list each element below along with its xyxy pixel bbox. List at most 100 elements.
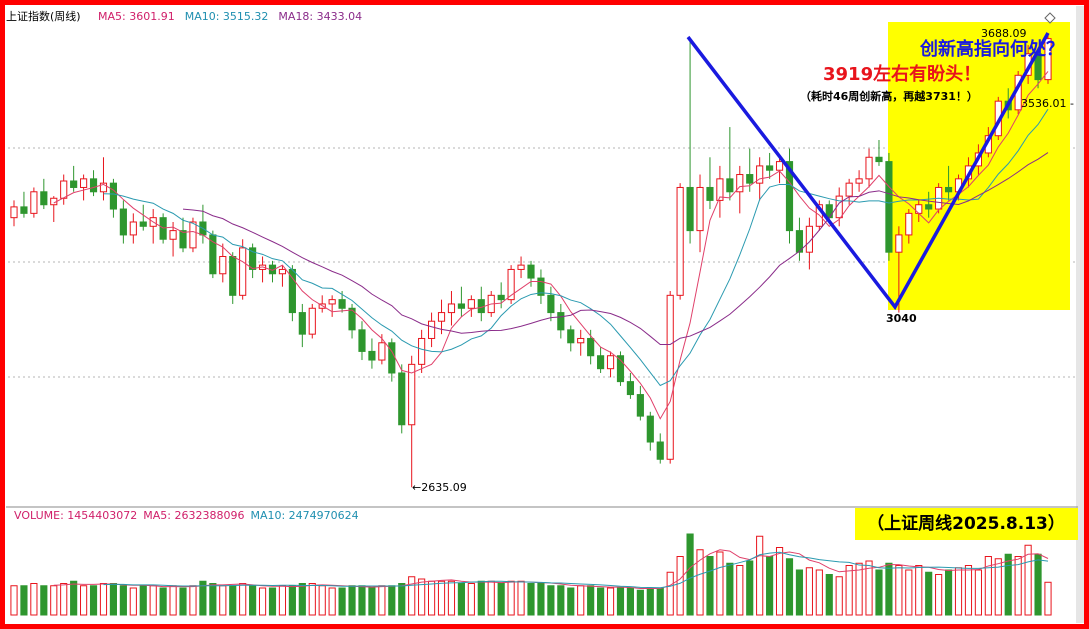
legend-entry: MA5: 2632388096 xyxy=(143,509,244,522)
volume-bar xyxy=(925,571,933,616)
candle-body xyxy=(696,186,704,232)
candle-body xyxy=(437,312,446,322)
legend-entry: VOLUME: 1454403072 xyxy=(14,509,137,522)
candle-body xyxy=(30,191,38,214)
volume-bar xyxy=(99,583,108,616)
plot xyxy=(10,32,1052,616)
volume-bar xyxy=(905,569,913,616)
volume-bar xyxy=(1044,581,1052,616)
volume-bar xyxy=(398,583,406,616)
candle-body xyxy=(656,441,664,460)
legend-entry: MA10: 2474970624 xyxy=(250,509,358,522)
ma-line xyxy=(53,71,1049,420)
candle-body xyxy=(418,337,426,365)
volume-bar xyxy=(348,585,356,616)
candle-body xyxy=(686,186,694,232)
volume-bar xyxy=(1004,553,1012,616)
volume-bar xyxy=(845,565,853,616)
candle-body xyxy=(666,294,674,460)
candle-body xyxy=(129,221,137,236)
volume-bar xyxy=(666,571,674,616)
annotation: 3536.01 - xyxy=(1021,97,1074,110)
candle-body xyxy=(99,182,108,193)
candle-body xyxy=(457,303,465,309)
candle-body xyxy=(636,394,644,417)
volume-bar xyxy=(895,565,903,616)
candle-body xyxy=(706,186,714,201)
candle-body xyxy=(606,355,615,370)
candle-body xyxy=(179,230,187,249)
candle-body xyxy=(109,182,118,210)
volume-bar xyxy=(646,587,654,616)
legend-entry: MA18: 3433.04 xyxy=(278,10,362,23)
volume-bar xyxy=(40,585,48,616)
volume-bar xyxy=(477,580,485,616)
volume-bar xyxy=(219,585,227,616)
annotation: （上证周线2025.8.13） xyxy=(867,513,1065,534)
annotation: 3040 xyxy=(886,312,917,325)
candle-body xyxy=(646,415,654,443)
candle-body xyxy=(577,337,585,344)
candle-body xyxy=(626,381,635,396)
candle-body xyxy=(597,355,605,370)
volume-bar xyxy=(785,558,794,616)
volume-bar xyxy=(298,583,306,616)
volume-bar xyxy=(587,585,595,616)
candle-body xyxy=(378,342,386,361)
candle-body xyxy=(10,206,18,219)
volume-bar xyxy=(368,587,376,616)
volume-ma-line xyxy=(103,551,1049,589)
volume-bar xyxy=(1024,544,1032,616)
volume-bar xyxy=(626,587,635,616)
candle-body xyxy=(427,320,436,339)
stamp-box xyxy=(855,508,1078,540)
volume-bar xyxy=(308,583,316,616)
volume-bar xyxy=(915,565,923,616)
candle-body xyxy=(80,178,88,188)
candle-body xyxy=(139,221,147,227)
volume-bar xyxy=(547,585,555,616)
volume-bar xyxy=(60,583,68,616)
volume-bar xyxy=(716,551,724,616)
volume-bar xyxy=(944,569,953,616)
volume-bar xyxy=(50,585,58,616)
candle-body xyxy=(338,299,346,309)
candle-body xyxy=(726,178,734,193)
volume-bar xyxy=(527,583,535,616)
candle-body xyxy=(278,268,287,275)
volume-bar xyxy=(278,585,287,616)
candle-body xyxy=(855,178,863,184)
candle-body xyxy=(398,372,406,426)
candle-body xyxy=(298,312,306,335)
volume-bar xyxy=(636,589,644,616)
volume-bar xyxy=(328,587,336,616)
annotation: 3688.09 xyxy=(981,27,1027,40)
volume-bar xyxy=(835,576,843,616)
chart-title: 上证指数(周线) xyxy=(6,9,81,23)
candle-body xyxy=(348,307,356,331)
candle-body xyxy=(368,350,376,361)
candle-body xyxy=(865,156,873,180)
candle-body xyxy=(119,208,127,236)
ma-line xyxy=(103,108,1049,387)
candle-body xyxy=(567,329,575,344)
volume-bar xyxy=(437,580,446,616)
candle-body xyxy=(70,180,78,188)
volume-bar xyxy=(935,574,943,616)
candle-body xyxy=(905,212,913,236)
candle-body xyxy=(875,156,883,163)
candle-body xyxy=(925,204,933,210)
candle-body xyxy=(557,312,565,331)
volume-bar xyxy=(974,569,982,616)
candle-body xyxy=(805,225,813,253)
volume-bar xyxy=(805,567,813,616)
volume-bar xyxy=(258,587,267,616)
volume-bar xyxy=(557,585,565,616)
volume-bar xyxy=(239,583,247,616)
candle-body xyxy=(785,161,794,232)
icon[interactable] xyxy=(1044,12,1056,24)
volume-bar xyxy=(487,580,495,616)
volume-bar xyxy=(537,583,545,616)
volume-bar xyxy=(756,535,764,616)
candle-body xyxy=(219,256,227,275)
